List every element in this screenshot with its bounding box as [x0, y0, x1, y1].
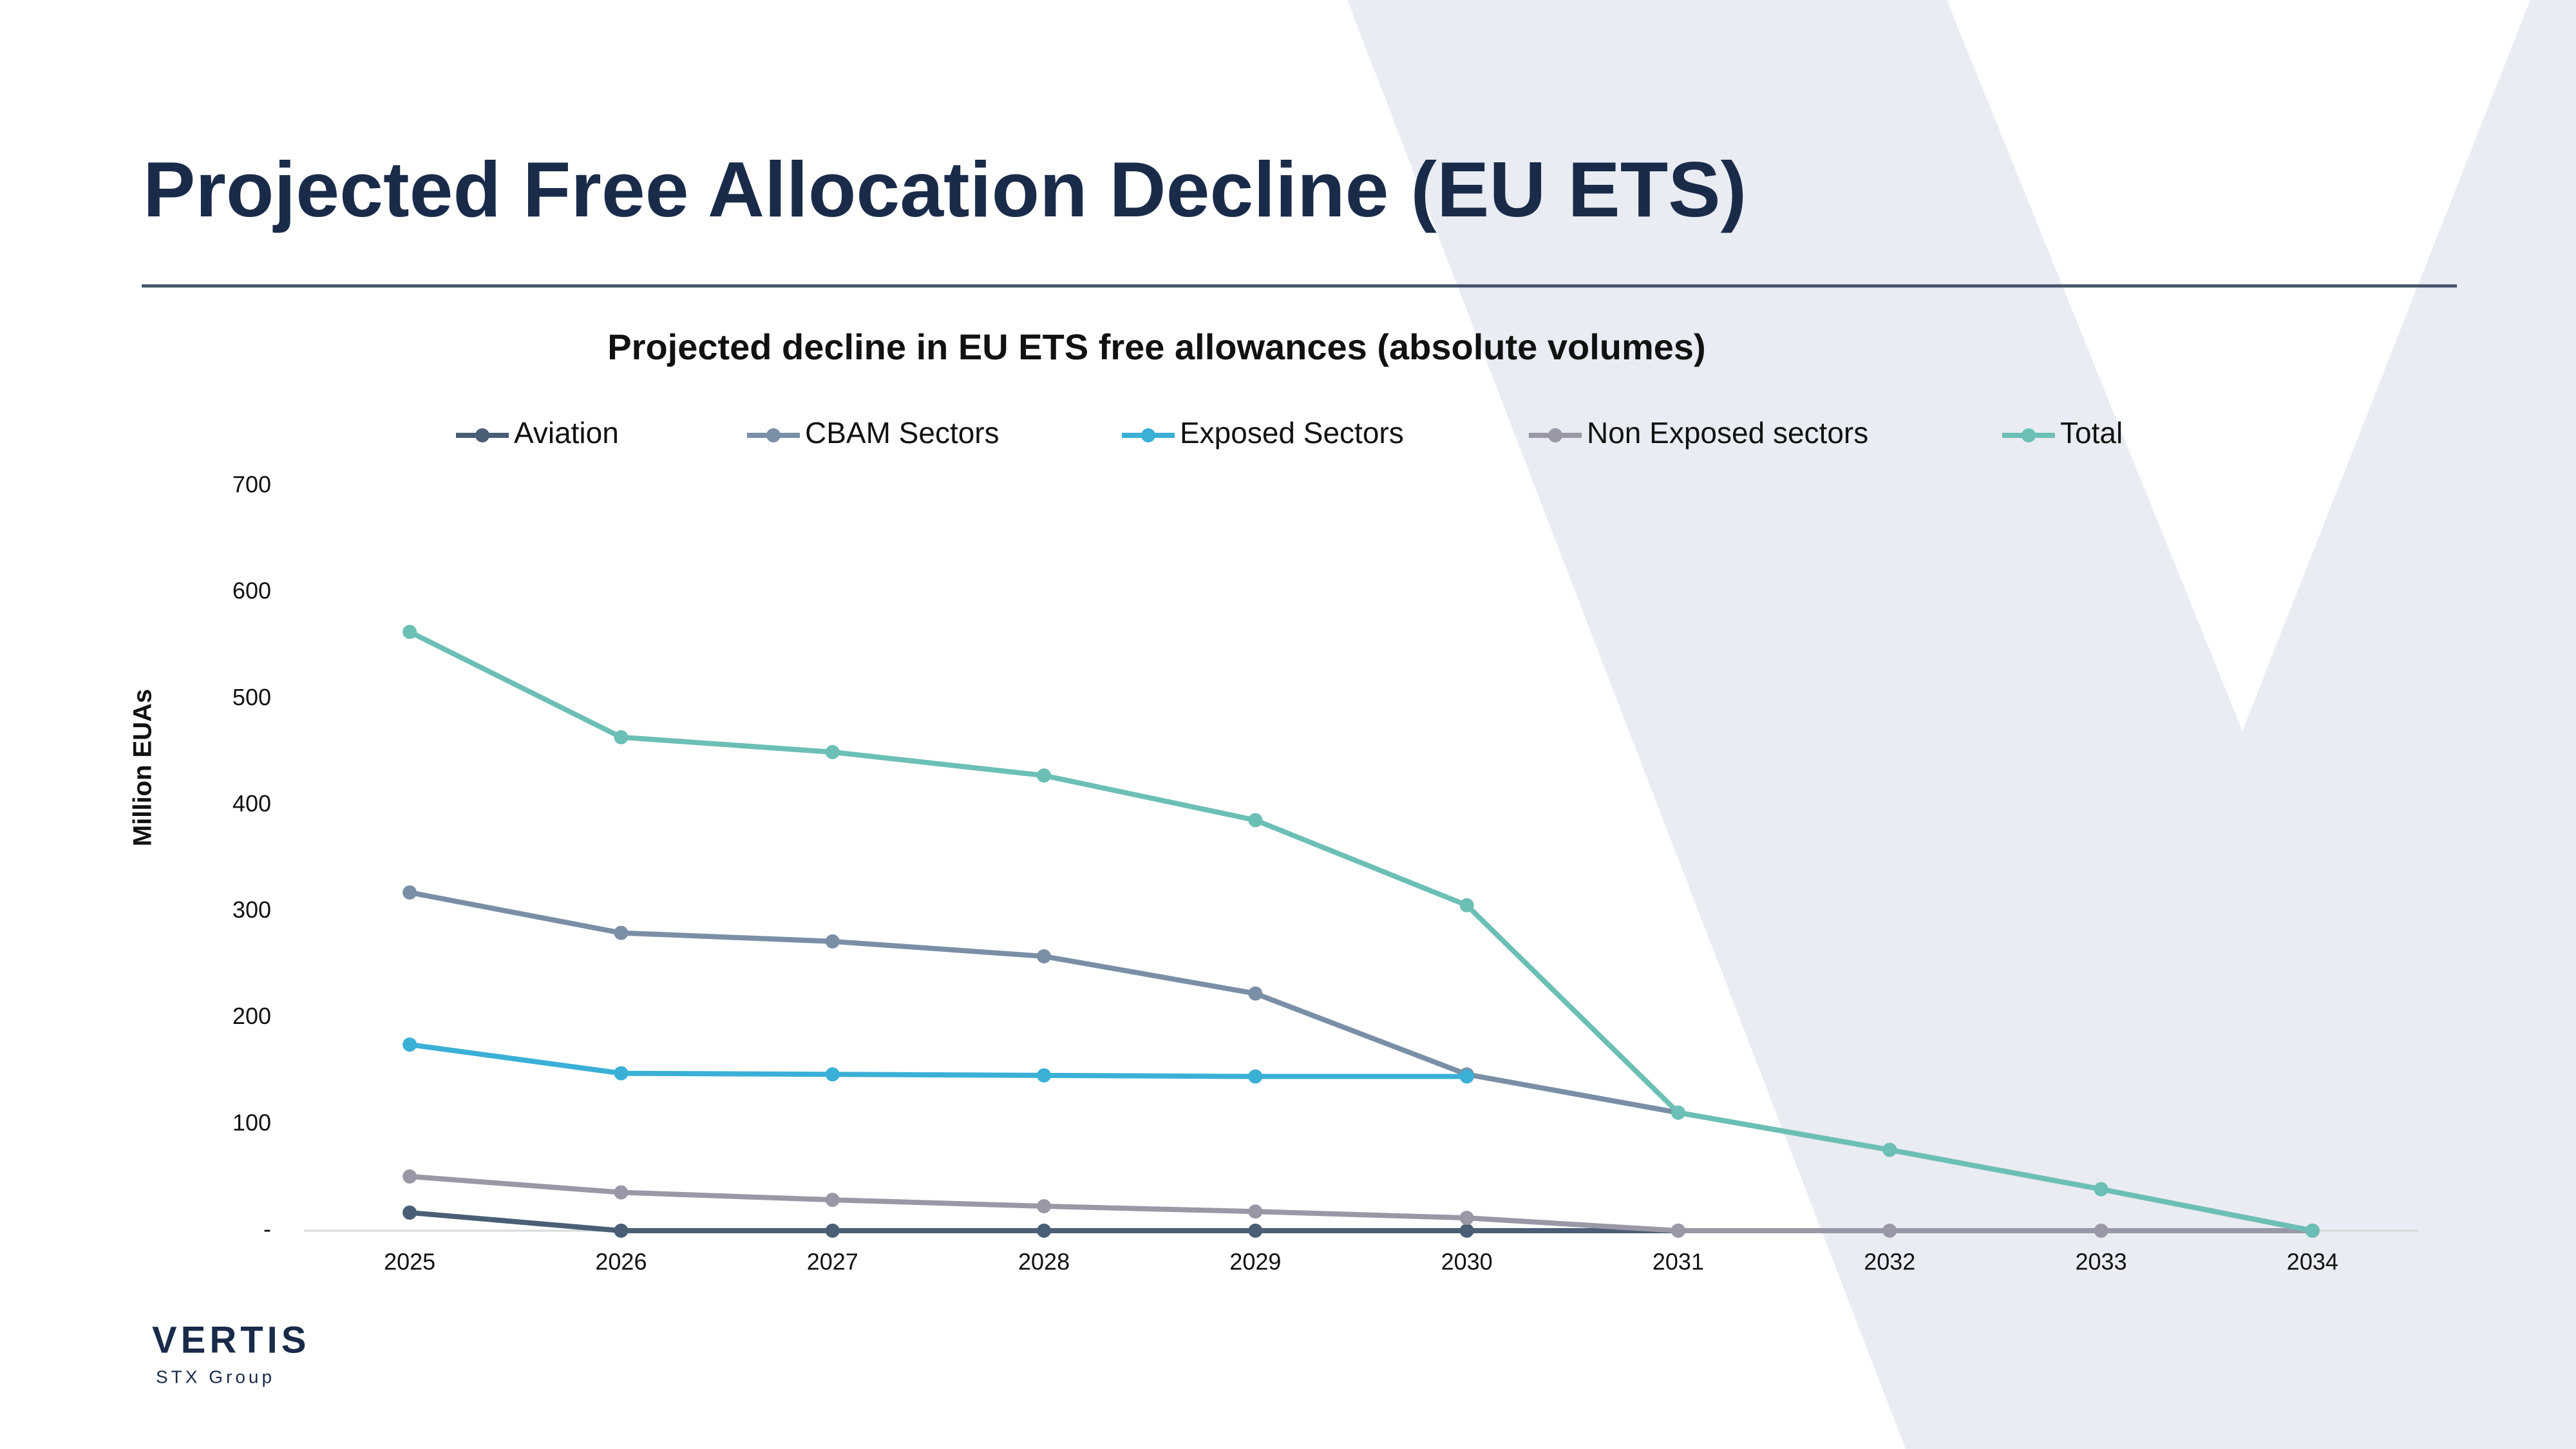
data-point: [825, 1067, 840, 1082]
y-tick-label: 300: [232, 896, 271, 923]
data-point: [402, 1037, 417, 1052]
x-tick-label: 2028: [1018, 1249, 1070, 1275]
legend-marker: [766, 428, 781, 442]
x-tick-label: 2029: [1229, 1249, 1281, 1275]
data-point: [825, 934, 840, 949]
data-point: [1882, 1224, 1897, 1238]
legend-label: Exposed Sectors: [1180, 416, 1404, 450]
data-point: [1459, 1224, 1474, 1238]
series-line: [409, 1173, 2313, 1233]
legend-marker: [1548, 428, 1562, 442]
data-point: [1459, 1069, 1474, 1084]
plot: - 100 200 300 400 500 600 700 2025 2026 2027 2028 20…: [232, 416, 2418, 1275]
background-logo-shape: [1347, 0, 2576, 1449]
x-tick-label: 2031: [1653, 1249, 1704, 1275]
y-tick-label: 400: [232, 790, 271, 817]
data-point: [614, 925, 629, 940]
data-point: [825, 744, 840, 759]
data-point: [1248, 1224, 1263, 1238]
data-point: [1037, 1199, 1052, 1214]
data-point: [614, 1224, 629, 1238]
data-point: [1248, 1069, 1263, 1084]
x-tick-label: 2034: [2287, 1249, 2338, 1275]
data-point: [614, 730, 629, 744]
logo-name: VERTIS: [152, 1319, 310, 1361]
logo-subtitle: STX Group: [156, 1367, 275, 1387]
y-tick-label: 700: [232, 471, 271, 498]
legend-marker: [2022, 428, 2036, 442]
data-point: [1248, 1204, 1263, 1219]
data-point: [1248, 986, 1263, 1001]
data-point: [825, 1224, 840, 1238]
x-tick-label: 2027: [807, 1249, 858, 1275]
legend-label: Total: [2060, 416, 2123, 450]
x-tick-label: 2032: [1864, 1249, 1915, 1275]
data-point: [1037, 768, 1052, 783]
data-point: [1671, 1105, 1685, 1120]
y-tick-label: -: [263, 1216, 271, 1242]
data-point: [402, 885, 417, 900]
data-point: [825, 1193, 840, 1208]
data-point: [402, 625, 417, 639]
slide-title: Projected Free Allocation Decline (EU ET…: [143, 146, 1747, 233]
chart-title: Projected decline in EU ETS free allowan…: [607, 327, 1705, 367]
y-tick-label: 500: [232, 684, 271, 710]
data-point: [614, 1185, 629, 1200]
data-point: [2094, 1224, 2108, 1238]
data-point: [2094, 1182, 2108, 1197]
data-point: [1248, 813, 1263, 828]
data-point: [402, 1205, 417, 1220]
y-axis-label: Million EUAs: [129, 689, 157, 846]
data-point: [1037, 1068, 1052, 1083]
data-point: [1037, 1224, 1052, 1238]
y-tick-label: 100: [232, 1109, 271, 1135]
legend-label: CBAM Sectors: [805, 416, 999, 450]
legend-marker: [1141, 428, 1155, 442]
data-point: [1459, 898, 1474, 913]
series-line: [409, 1042, 1467, 1079]
y-tick-label: 600: [232, 578, 271, 604]
data-point: [402, 1169, 417, 1184]
data-point: [1459, 1211, 1474, 1226]
x-tick-label: 2026: [595, 1249, 647, 1275]
legend-marker: [475, 428, 489, 442]
data-point: [1882, 1142, 1897, 1157]
legend-label: Aviation: [514, 416, 619, 450]
data-point: [1671, 1224, 1685, 1238]
x-tick-label: 2030: [1441, 1249, 1493, 1275]
series-line: [408, 629, 2313, 1233]
data-point: [614, 1066, 629, 1081]
x-tick-label: 2025: [384, 1249, 435, 1275]
y-tick-label: 200: [232, 1003, 271, 1029]
x-tick-label: 2033: [2076, 1249, 2127, 1275]
data-point: [2305, 1224, 2320, 1238]
data-point: [1037, 949, 1052, 963]
legend-label: Non Exposed sectors: [1587, 416, 1868, 450]
